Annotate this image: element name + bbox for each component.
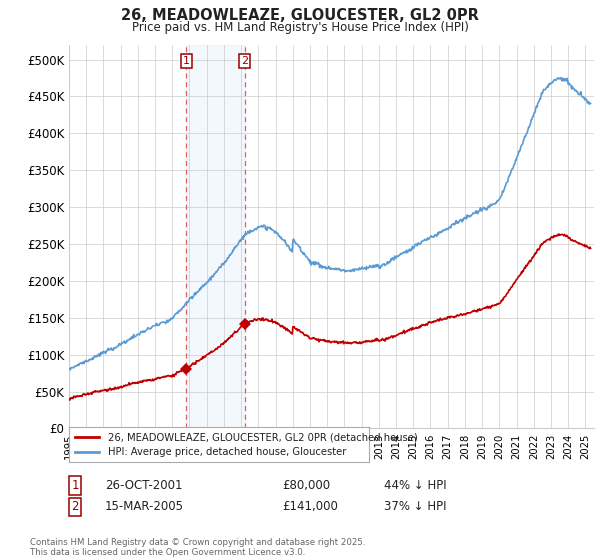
Text: Contains HM Land Registry data © Crown copyright and database right 2025.
This d: Contains HM Land Registry data © Crown c… <box>30 538 365 557</box>
Text: £141,000: £141,000 <box>282 500 338 514</box>
Bar <box>187 45 245 428</box>
Text: 15-MAR-2005: 15-MAR-2005 <box>105 500 184 514</box>
Text: 2: 2 <box>241 56 248 66</box>
Text: 26, MEADOWLEAZE, GLOUCESTER, GL2 0PR (detached house): 26, MEADOWLEAZE, GLOUCESTER, GL2 0PR (de… <box>108 432 418 442</box>
Text: 26-OCT-2001: 26-OCT-2001 <box>105 479 182 492</box>
Text: 2: 2 <box>71 500 79 514</box>
Text: 1: 1 <box>71 479 79 492</box>
Text: 26, MEADOWLEAZE, GLOUCESTER, GL2 0PR: 26, MEADOWLEAZE, GLOUCESTER, GL2 0PR <box>121 8 479 24</box>
Text: 37% ↓ HPI: 37% ↓ HPI <box>384 500 446 514</box>
Text: 44% ↓ HPI: 44% ↓ HPI <box>384 479 446 492</box>
Text: 1: 1 <box>183 56 190 66</box>
Text: HPI: Average price, detached house, Gloucester: HPI: Average price, detached house, Glou… <box>108 447 346 458</box>
Text: Price paid vs. HM Land Registry's House Price Index (HPI): Price paid vs. HM Land Registry's House … <box>131 21 469 34</box>
Text: £80,000: £80,000 <box>282 479 330 492</box>
